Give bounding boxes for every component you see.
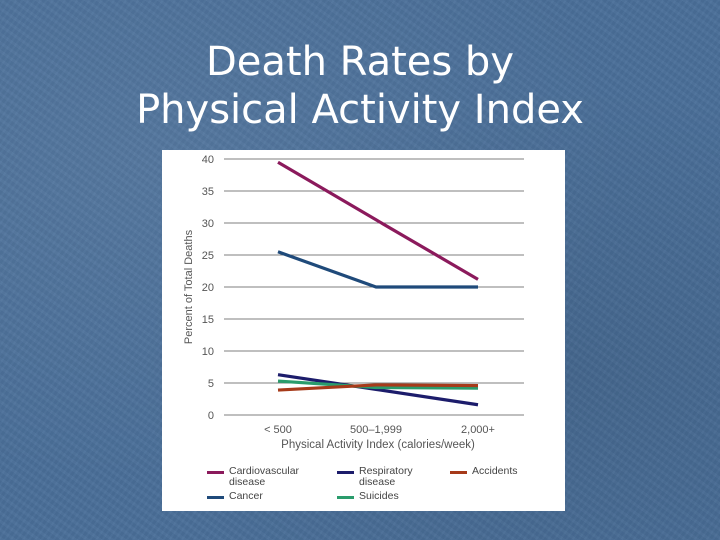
series-line-cancer xyxy=(277,250,478,289)
slide-title-line-2: Physical Activity Index xyxy=(136,87,584,133)
y-tick-label: 35 xyxy=(202,186,214,198)
series-line-respiratory-disease xyxy=(277,373,479,407)
legend-item: Cancer xyxy=(207,491,263,502)
legend-swatch xyxy=(207,471,224,474)
y-tick-label: 25 xyxy=(202,250,214,262)
legend-item: Accidents xyxy=(450,466,518,477)
y-tick-label: 40 xyxy=(202,154,214,166)
legend-swatch xyxy=(450,471,467,474)
y-tick-label: 10 xyxy=(202,346,214,358)
legend-item: Respiratory disease xyxy=(337,466,413,488)
line-chart: 0 5 10 15 20 25 30 35 40 < 500 500–1,999 2,000+ Pe… xyxy=(183,154,524,451)
y-tick-label: 30 xyxy=(202,218,214,230)
y-tick-labels: 0 5 10 15 20 25 30 35 40 xyxy=(202,154,214,422)
legend-swatch xyxy=(207,496,224,499)
chart-panel: 0 5 10 15 20 25 30 35 40 < 500 500–1,999 2,000+ Pe… xyxy=(162,150,565,511)
legend-label: Cancer xyxy=(229,490,263,502)
slide-title-line-1: Death Rates by xyxy=(205,39,514,85)
legend-item: Cardiovascular disease xyxy=(207,466,299,488)
legend-swatch xyxy=(337,471,354,474)
x-tick-labels: < 500 500–1,999 2,000+ xyxy=(264,424,495,436)
legend-label: Cardiovascular disease xyxy=(229,465,300,488)
legend-label: Accidents xyxy=(472,465,518,477)
y-axis-label: Percent of Total Deaths xyxy=(183,229,195,344)
y-tick-label: 15 xyxy=(202,314,214,326)
x-tick-label: 2,000+ xyxy=(461,424,495,436)
x-axis-label: Physical Activity Index (calories/week) xyxy=(281,439,475,451)
y-tick-label: 0 xyxy=(208,410,214,422)
legend-swatch xyxy=(337,496,354,499)
legend-item: Suicides xyxy=(337,491,399,502)
x-tick-label: 500–1,999 xyxy=(350,424,402,436)
legend-label: Suicides xyxy=(359,490,399,502)
chart-legend: Cardiovascular disease Cancer Respiratory di… xyxy=(162,462,565,511)
series-line-suicides xyxy=(277,379,479,390)
legend-label: Respiratory disease xyxy=(359,465,413,488)
x-tick-label: < 500 xyxy=(264,424,292,436)
series-layer xyxy=(277,160,479,407)
y-tick-label: 5 xyxy=(208,378,214,390)
series-line-cardiovascular-disease xyxy=(277,160,479,281)
series-line-accidents xyxy=(277,383,479,392)
slide-title: Death Rates by Physical Activity Index xyxy=(0,38,720,134)
y-tick-label: 20 xyxy=(202,282,214,294)
